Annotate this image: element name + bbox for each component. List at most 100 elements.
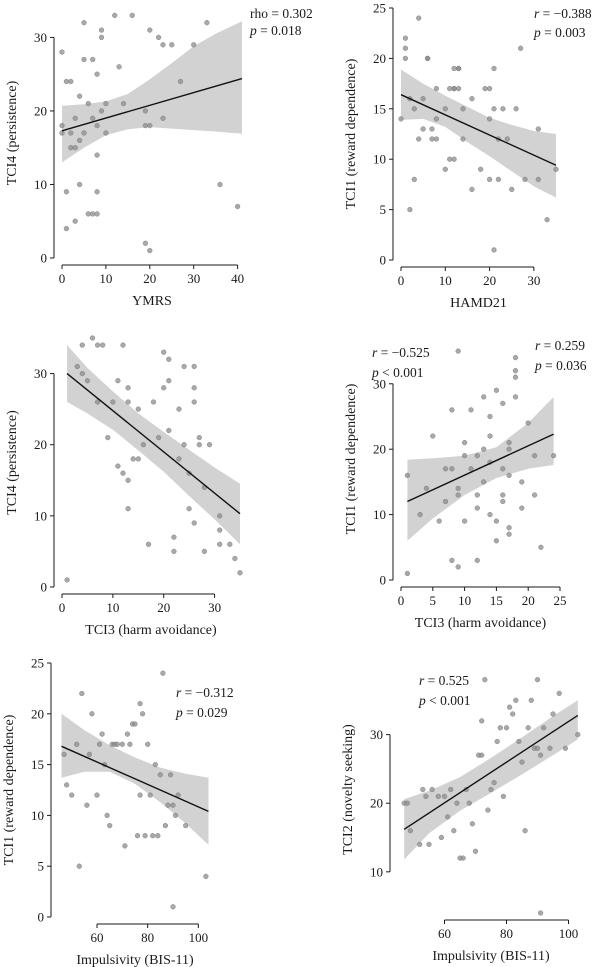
data-point xyxy=(531,453,538,459)
data-point xyxy=(433,136,440,142)
y-tick-label: 10 xyxy=(373,507,386,522)
data-point xyxy=(124,731,131,737)
data-point xyxy=(191,42,197,48)
data-point xyxy=(447,85,453,92)
data-point xyxy=(504,136,510,142)
y-tick-label: 0 xyxy=(41,580,48,595)
data-point xyxy=(125,399,131,405)
data-point xyxy=(120,100,127,107)
data-point xyxy=(474,453,480,459)
data-point xyxy=(167,772,174,778)
y-tick-label: 10 xyxy=(370,864,383,879)
data-point xyxy=(482,85,488,92)
data-point xyxy=(79,371,85,377)
data-point xyxy=(503,725,510,731)
confidence-band xyxy=(404,700,578,860)
data-point xyxy=(402,45,409,51)
x-tick-label: 10 xyxy=(439,273,452,288)
data-point xyxy=(89,711,95,717)
x-tick-label: 20 xyxy=(143,271,156,286)
data-point xyxy=(550,453,557,459)
chart-novelty-seeking-vs-impulsivity: 10 20 30 60 80 100 Impulsivity (BIS-11) TCI2 (n… xyxy=(341,673,581,964)
y-tick-label: 15 xyxy=(31,757,44,772)
y-tick-label: 0 xyxy=(41,251,48,266)
data-point xyxy=(420,96,426,102)
data-point xyxy=(172,812,179,819)
x-tick-label: 80 xyxy=(141,930,154,945)
data-point xyxy=(491,779,497,786)
data-point xyxy=(145,741,151,747)
data-point xyxy=(98,34,105,41)
data-point xyxy=(512,355,519,361)
y-axis-label: TCI4 (persistence) xyxy=(5,80,20,185)
y-tick-label: 15 xyxy=(373,101,386,116)
data-point xyxy=(72,145,78,151)
data-point xyxy=(487,116,493,122)
confidence-band xyxy=(67,345,240,545)
data-point xyxy=(497,725,503,731)
x-tick-label: 0 xyxy=(398,593,405,608)
stat-symbol: p xyxy=(418,693,426,708)
data-point xyxy=(103,130,109,136)
data-point xyxy=(147,792,153,798)
data-point xyxy=(134,833,141,839)
data-point xyxy=(525,420,531,426)
regression-line xyxy=(61,77,243,132)
data-point xyxy=(170,802,176,808)
data-point xyxy=(478,166,484,172)
x-tick-label: 25 xyxy=(554,593,567,608)
data-point xyxy=(472,848,479,854)
data-point xyxy=(441,793,448,800)
data-point xyxy=(541,725,547,731)
data-point xyxy=(493,387,500,393)
x-tick-label: 40 xyxy=(231,271,244,286)
data-point xyxy=(416,136,422,142)
data-point xyxy=(130,456,136,462)
stat-symbol: r xyxy=(535,338,541,353)
stat-symbol: r xyxy=(372,345,378,360)
data-point xyxy=(84,802,90,808)
data-point xyxy=(217,541,223,547)
data-point xyxy=(122,843,128,849)
data-point xyxy=(402,35,409,41)
data-point xyxy=(90,211,96,217)
data-point xyxy=(407,207,413,213)
data-point xyxy=(534,677,541,683)
data-point xyxy=(474,557,480,564)
y-tick-label: 30 xyxy=(34,366,47,381)
data-point xyxy=(85,211,91,217)
y-axis-label: TCI1 (reward dependence) xyxy=(344,58,359,209)
data-point xyxy=(513,697,519,703)
stat-value: = 0.029 xyxy=(183,705,228,720)
data-point xyxy=(509,186,515,193)
x-tick-label: 10 xyxy=(106,600,119,615)
data-point xyxy=(491,65,497,72)
data-point xyxy=(99,731,105,737)
data-point xyxy=(500,793,507,800)
data-point xyxy=(171,534,177,540)
data-point xyxy=(155,833,161,839)
stat-value: < 0.001 xyxy=(426,693,471,708)
data-point xyxy=(433,116,440,122)
data-point xyxy=(534,745,541,751)
data-point xyxy=(468,407,474,413)
data-point xyxy=(176,456,182,462)
data-point xyxy=(506,446,512,452)
data-point xyxy=(156,34,162,41)
data-point xyxy=(519,759,525,765)
data-point xyxy=(455,492,461,498)
data-point xyxy=(456,85,462,92)
data-point xyxy=(79,690,85,697)
data-point xyxy=(169,42,175,48)
data-point xyxy=(94,71,100,77)
correlation-stat: r = 0.259 xyxy=(535,338,585,353)
data-point xyxy=(466,800,472,806)
data-point xyxy=(460,136,466,142)
data-point xyxy=(94,189,100,195)
regression-line xyxy=(61,745,209,812)
data-point xyxy=(449,557,455,564)
data-point xyxy=(142,833,148,839)
x-tick-label: 100 xyxy=(189,930,209,945)
data-point xyxy=(451,828,457,834)
data-point xyxy=(455,348,461,354)
